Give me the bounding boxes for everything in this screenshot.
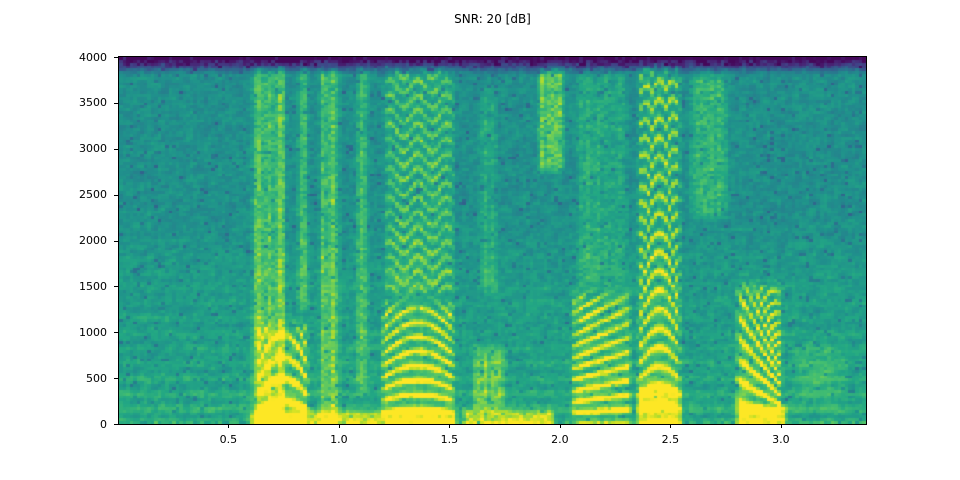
y-tick-label: 1000 bbox=[79, 325, 107, 339]
y-tick-label: 2000 bbox=[79, 234, 107, 247]
y-tick-mark bbox=[114, 102, 118, 104]
y-tick-label: 3000 bbox=[79, 142, 107, 156]
y-tick-mark bbox=[114, 286, 118, 288]
y-tick-mark bbox=[114, 378, 118, 380]
x-tick-label: 2.5 bbox=[661, 433, 680, 446]
x-tick-mark bbox=[338, 424, 340, 428]
y-tick-mark bbox=[114, 332, 118, 334]
y-tick-label: 3500 bbox=[79, 96, 107, 110]
y-tick-mark bbox=[114, 57, 118, 58]
x-tick-label: 2.0 bbox=[551, 433, 569, 446]
y-tick-mark bbox=[114, 148, 118, 150]
y-tick-label: 500 bbox=[86, 371, 107, 385]
x-tick-mark bbox=[228, 424, 230, 428]
x-tick-mark bbox=[670, 424, 672, 428]
y-tick-mark bbox=[114, 240, 118, 242]
y-tick-mark bbox=[114, 424, 118, 425]
y-tick-label: 2500 bbox=[79, 188, 107, 202]
y-tick-label: 1500 bbox=[79, 279, 107, 293]
x-tick-label: 3.0 bbox=[772, 433, 790, 446]
x-tick-label: 1.5 bbox=[440, 433, 459, 446]
y-tick-label: 4000 bbox=[79, 50, 107, 64]
x-tick-mark bbox=[559, 424, 561, 428]
x-tick-mark bbox=[780, 424, 782, 428]
x-tick-label: 1.0 bbox=[330, 433, 348, 446]
y-tick-mark bbox=[114, 194, 118, 196]
x-tick-mark bbox=[449, 424, 451, 428]
y-tick-label: 0 bbox=[100, 417, 107, 431]
chart-title: SNR: 20 [dB] bbox=[454, 12, 531, 26]
plot-area bbox=[118, 56, 867, 425]
x-tick-label: 0.5 bbox=[219, 433, 238, 446]
spectrogram-canvas bbox=[119, 57, 866, 424]
